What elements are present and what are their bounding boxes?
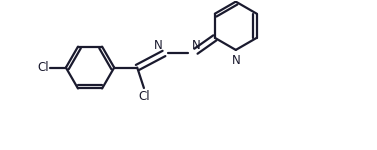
Text: N: N [192, 39, 201, 52]
Text: Cl: Cl [139, 90, 150, 103]
Text: Cl: Cl [37, 61, 49, 74]
Text: N: N [154, 39, 162, 52]
Text: N: N [231, 54, 240, 67]
